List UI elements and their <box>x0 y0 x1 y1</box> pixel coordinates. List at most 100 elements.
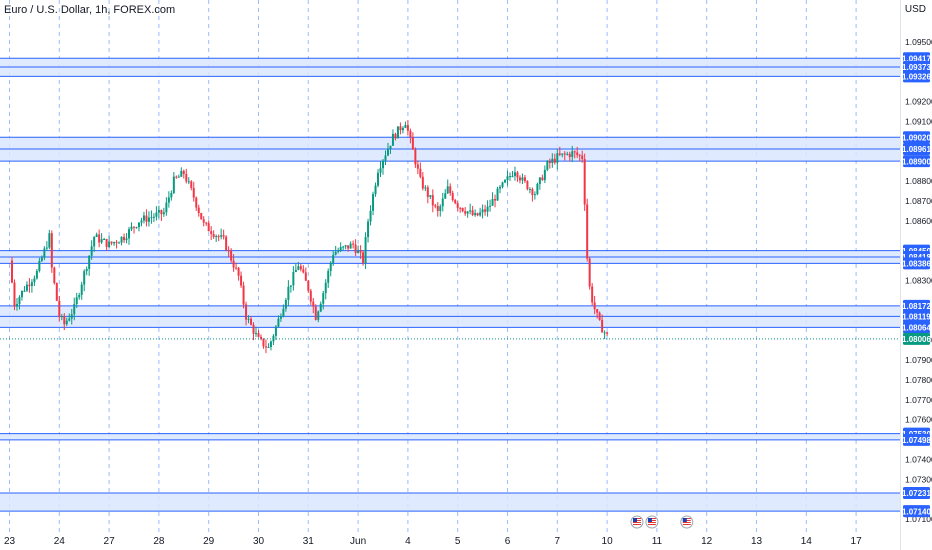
candle-body <box>501 182 504 187</box>
candle-body <box>576 152 579 156</box>
candle-body <box>277 318 280 327</box>
candle-body <box>207 223 210 232</box>
candle-body <box>332 254 335 263</box>
candle-body <box>474 213 477 216</box>
candle-body <box>429 195 432 197</box>
candle-body <box>528 189 531 191</box>
candle-body <box>294 269 297 273</box>
candle-body <box>217 236 220 238</box>
candle-body <box>90 246 93 256</box>
time-gridlines <box>9 0 857 534</box>
price-level-label: 1.08119 <box>902 313 931 322</box>
economic-events[interactable] <box>630 515 694 529</box>
candle-body <box>225 236 228 251</box>
price-level-label: 1.09417 <box>902 54 931 63</box>
candle-body <box>359 250 362 253</box>
candle-body <box>489 205 492 207</box>
candle-body <box>150 217 153 219</box>
candle-body <box>162 212 165 215</box>
time-tick-label: 11 <box>652 536 663 547</box>
time-tick-label: 23 <box>4 536 16 547</box>
candle-body <box>10 260 13 283</box>
candle-body <box>287 286 290 301</box>
candle-body <box>538 177 541 185</box>
candle-body <box>50 233 53 268</box>
price-level-label-box <box>903 61 930 74</box>
candle-body <box>185 174 188 182</box>
candle-body <box>364 237 367 263</box>
price-level-label-box <box>903 142 930 155</box>
us-flag-icon[interactable] <box>630 515 644 529</box>
candle-body <box>269 341 272 348</box>
candle-body <box>98 234 101 243</box>
candle-body <box>118 242 121 244</box>
candle-body <box>202 219 205 223</box>
candle-body <box>123 236 126 241</box>
candle-body <box>327 270 330 283</box>
candle-body <box>245 304 248 320</box>
candle-body <box>227 250 230 252</box>
candle-body <box>543 169 546 181</box>
candle-body <box>466 211 469 214</box>
candle-body <box>484 209 487 212</box>
price-level-label-box <box>903 70 930 83</box>
candle-body <box>25 284 28 291</box>
candle-body <box>252 324 255 334</box>
candle-body <box>469 210 472 212</box>
zone-rect[interactable] <box>0 433 900 440</box>
candle-body <box>441 198 444 207</box>
candle-body <box>449 186 452 194</box>
price-tick-label: 1.07800 <box>905 375 932 385</box>
price-axis[interactable]: 1.09500 1.09200 1.09100 1.08800 1.08700 1.086… <box>902 37 932 524</box>
candle-body <box>586 204 589 259</box>
candle-body <box>13 282 16 307</box>
candle-body <box>491 199 494 206</box>
candle-body <box>85 268 88 272</box>
candle-body <box>284 300 287 309</box>
us-flag-icon[interactable] <box>645 515 659 529</box>
time-axis[interactable]: 23 24 27 28 29 30 31 Jun 4 5 6 7 10 11 12 13 14 17 <box>4 536 862 547</box>
candle-body <box>536 184 539 195</box>
candle-body <box>566 153 569 155</box>
price-level-label: 1.07498 <box>902 436 931 445</box>
candle-body <box>292 272 295 286</box>
candle-body <box>471 210 474 216</box>
price-level-label: 1.08900 <box>902 157 931 166</box>
candle-body <box>83 271 86 285</box>
candle-body <box>377 172 380 186</box>
candle-body <box>128 229 131 239</box>
candle-body <box>461 207 464 212</box>
time-tick-label: 17 <box>851 536 863 547</box>
candle-body <box>80 284 83 296</box>
candle-body <box>68 318 71 321</box>
price-tick-label: 1.07900 <box>905 355 932 365</box>
candle-body <box>329 262 332 271</box>
candle-body <box>142 215 145 221</box>
candle-body <box>601 319 604 333</box>
candle-body <box>314 306 317 320</box>
candle-body <box>167 197 170 203</box>
candle-body <box>596 309 599 313</box>
price-level-label-box <box>903 299 930 312</box>
candle-body <box>125 238 128 241</box>
candle-body <box>93 236 96 247</box>
candle-body <box>307 280 310 291</box>
candle-body <box>95 234 98 237</box>
candle-body <box>115 242 118 244</box>
candle-body <box>33 278 36 283</box>
candle-body <box>367 221 370 238</box>
us-flag-icon[interactable] <box>680 515 694 529</box>
candle-body <box>553 158 556 163</box>
time-tick-label: 30 <box>253 536 265 547</box>
candle-body <box>401 127 404 131</box>
candle-body <box>598 312 601 320</box>
candle-body <box>120 236 123 243</box>
candle-body <box>396 126 399 139</box>
candle-body <box>556 153 559 163</box>
candle-body <box>282 308 285 317</box>
candle-body <box>362 252 365 263</box>
candle-body <box>177 176 180 178</box>
zone-rect[interactable] <box>0 493 900 512</box>
price-level-label: 1.08172 <box>902 302 931 311</box>
